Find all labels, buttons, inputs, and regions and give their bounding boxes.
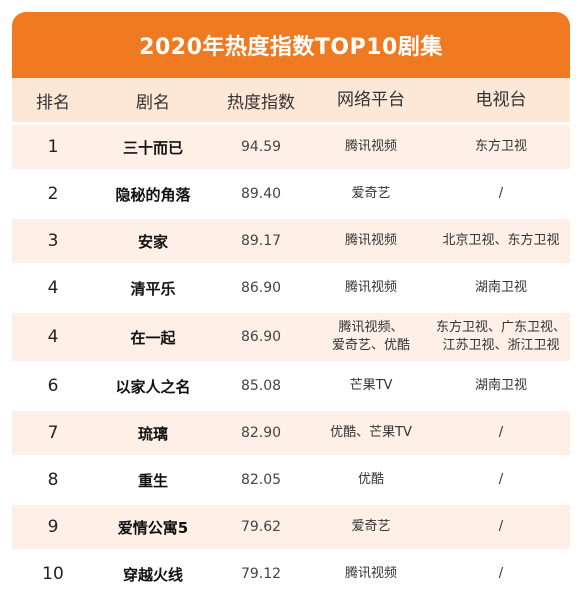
tv-cell: 湖南卫视 [474,378,527,393]
score-cell: 79.62 [240,519,282,535]
tv-cell: 北京卫视、东方卫视 [442,233,560,248]
rank-cell: 4 [47,278,59,298]
tv-cell: / [498,566,504,581]
score-cell: 86.90 [240,329,282,345]
tv-line: 江苏卫视、浙江卫视 [442,338,560,353]
score-cell: 82.05 [240,472,282,488]
name-cell: 爱情公寓5 [117,518,189,537]
tv-cell: / [498,186,504,201]
col-header-name: 剧名 [136,92,170,113]
platform-line: 腾讯视频、 [338,320,404,335]
rank-cell: 7 [47,423,59,443]
platform-cell: 腾讯视频 [344,566,397,581]
tv-cell: 东方卫视 [474,139,527,154]
score-cell: 85.08 [240,378,282,394]
table-row: 9 爱情公寓5 79.62 爱奇艺 / [12,502,570,549]
name-cell: 在一起 [130,328,176,347]
table-row: 1 三十而已 94.59 腾讯视频 东方卫视 [12,122,570,169]
platform-cell: 优酷、芒果TV [330,425,412,440]
rank-cell: 10 [42,564,64,584]
table-row: 3 安家 89.17 腾讯视频 北京卫视、东方卫视 [12,216,570,263]
table-row: 2 隐秘的角落 89.40 爱奇艺 / [12,169,570,216]
platform-cell: 腾讯视频 [344,233,397,248]
platform-cell: 腾讯视频 [344,280,397,295]
tv-cell: / [498,519,504,534]
col-header-tv: 电视台 [475,90,527,110]
rank-cell: 6 [47,376,59,396]
name-cell: 穿越火线 [122,565,183,584]
table-row: 8 重生 82.05 优酷 / [12,455,570,502]
platform-cell: 优酷 [357,472,384,487]
tv-cell: 湖南卫视 [474,280,527,295]
score-cell: 89.17 [240,233,282,249]
score-cell: 82.90 [240,425,282,441]
table-row: 6 以家人之名 85.08 芒果TV 湖南卫视 [12,361,570,408]
score-cell: 86.90 [240,280,282,296]
name-cell: 以家人之名 [115,377,191,396]
rank-cell: 4 [47,327,59,347]
score-cell: 89.40 [240,186,282,202]
rank-cell: 3 [47,231,59,251]
table-row: 4 清平乐 86.90 腾讯视频 湖南卫视 [12,263,570,310]
rank-cell: 9 [47,517,59,537]
platform-cell: 爱奇艺 [351,519,391,534]
platform-line: 爱奇艺、优酷 [331,338,410,353]
col-header-platform: 网络平台 [337,90,405,110]
rank-cell: 1 [47,137,59,157]
col-header-score: 热度指数 [227,92,295,113]
table-header: 排名 剧名 热度指数 网络平台 电视台 [12,78,570,122]
name-cell: 三十而已 [122,138,183,157]
platform-cell: 腾讯视频 [344,139,397,154]
name-cell: 清平乐 [130,279,176,298]
table-row: 10 穿越火线 79.12 腾讯视频 / [12,549,570,596]
tv-line: 东方卫视、广东卫视、 [435,320,566,335]
name-cell: 重生 [137,471,168,490]
table-row: 7 琉璃 82.90 优酷、芒果TV / [12,408,570,455]
ranking-card: 2020年热度指数TOP10剧集 排名 剧名 热度指数 网络平台 电视台 1 三… [12,12,570,596]
score-cell: 94.59 [240,139,282,155]
name-cell: 安家 [137,232,168,251]
tv-cell: / [498,425,504,440]
platform-cell: 芒果TV [349,378,393,393]
rank-cell: 8 [47,470,59,490]
platform-cell: 爱奇艺 [351,186,391,201]
table-row: 4 在一起 86.90 腾讯视频、 爱奇艺、优酷 东方卫视、广东卫视、 江苏卫视… [12,310,570,361]
platform-cell: 腾讯视频、 爱奇艺、优酷 [310,319,432,355]
col-header-rank: 排名 [36,92,70,113]
name-cell: 隐秘的角落 [115,185,191,204]
name-cell: 琉璃 [137,424,168,443]
tv-cell: / [498,472,504,487]
score-cell: 79.12 [240,566,282,582]
tv-cell: 东方卫视、广东卫视、 江苏卫视、浙江卫视 [432,319,570,355]
rank-cell: 2 [47,184,59,204]
table-title: 2020年热度指数TOP10剧集 [12,12,570,78]
